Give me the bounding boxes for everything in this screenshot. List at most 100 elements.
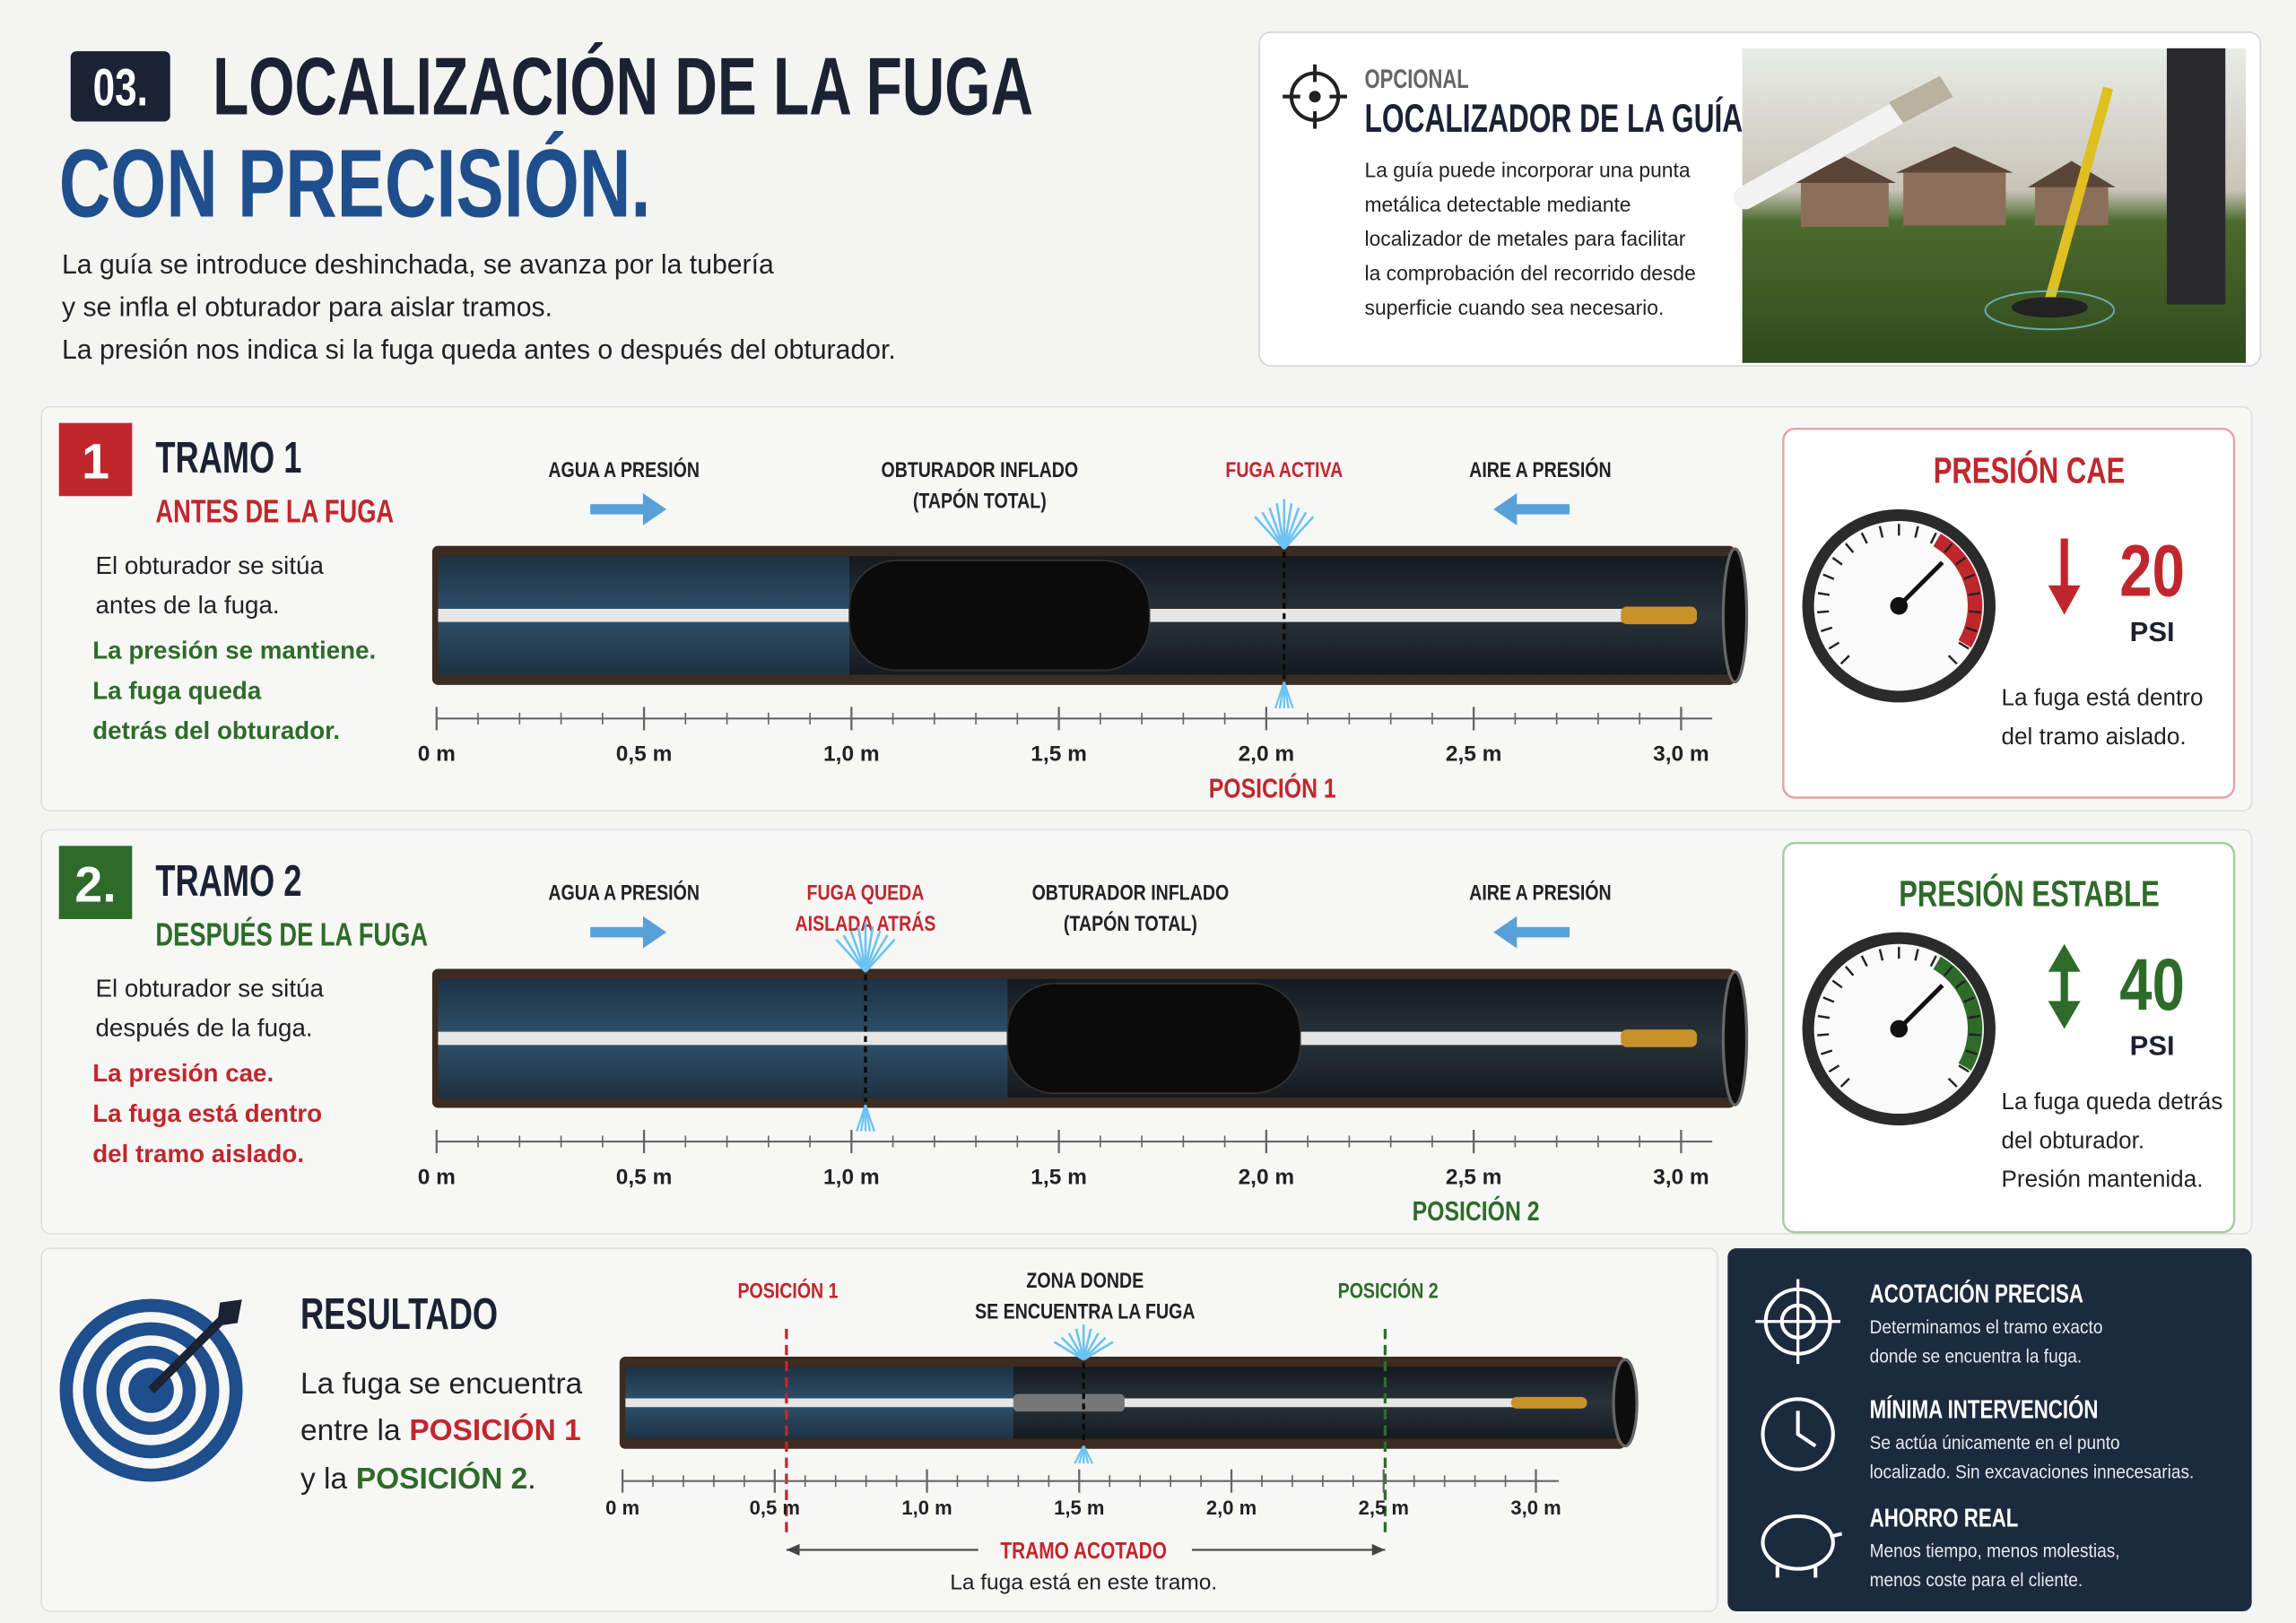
- position-label: POSICIÓN 2: [1338, 1279, 1439, 1304]
- scale-label: 2,5 m: [1359, 1497, 1409, 1519]
- intro-line: y se infla el obturador para aislar tram…: [62, 293, 552, 323]
- gauge-tick: [1963, 996, 1976, 1003]
- guide-tip: [1621, 1029, 1698, 1047]
- tramo-text: después de la fuga.: [96, 1014, 313, 1042]
- position-label: POSICIÓN 1: [1209, 771, 1336, 803]
- gauge-tick: [1958, 641, 1970, 650]
- benefit-text: Menos tiempo, menos molestias,: [1870, 1541, 2120, 1562]
- zone-label: ZONA DONDE: [1026, 1269, 1144, 1293]
- target-ring: [106, 1345, 196, 1436]
- gauge-tick: [1968, 592, 1980, 596]
- leak-spray: [864, 925, 874, 972]
- scale-label: 2,5 m: [1446, 742, 1502, 767]
- status-text: del obturador.: [2002, 1126, 2145, 1153]
- status-title: PRESIÓN ESTABLE: [1899, 872, 2160, 914]
- house: [1903, 172, 2006, 226]
- tramo-highlight: detrás del obturador.: [92, 716, 340, 744]
- gauge-hub: [1890, 596, 1909, 615]
- status-value: 40: [2119, 944, 2185, 1026]
- scale-label: 1,5 m: [1031, 742, 1087, 767]
- tramo-badge: [58, 846, 133, 919]
- position-label: POSICIÓN 2: [1413, 1194, 1540, 1227]
- leak-spray: [1275, 503, 1286, 550]
- result-text-part: .: [527, 1462, 535, 1496]
- gauge-tick: [1947, 655, 1958, 665]
- tramo-badge: [58, 422, 133, 497]
- status-text: La fuga está dentro: [2002, 684, 2204, 711]
- scale-label: 2,0 m: [1239, 1165, 1295, 1189]
- gauge-tick: [1914, 525, 1919, 538]
- benefit-icon: [1761, 1397, 1835, 1471]
- packer: [1006, 982, 1301, 1094]
- benefit-text: Determinamos el tramo exacto: [1870, 1317, 2103, 1338]
- status-text: del tramo aislado.: [2002, 723, 2187, 750]
- gauge-needle: [1897, 560, 1944, 608]
- detector-pole: [2044, 86, 2114, 302]
- tramo-subtitle: DESPUÉS DE LA FUGA: [155, 916, 428, 952]
- roof: [2027, 161, 2116, 187]
- target-arrow-fletch: [216, 1299, 242, 1326]
- title-line: CON PRECISIÓN.: [59, 129, 651, 238]
- flow-arrow-head: [642, 916, 667, 949]
- benefit-icon: [1761, 1514, 1835, 1571]
- pipe-label: AGUA A PRESIÓN: [548, 457, 700, 482]
- tramo-number: 2.: [74, 856, 116, 912]
- pipe-label: FUGA QUEDA: [807, 881, 925, 906]
- flow-arrow-head: [1493, 493, 1518, 525]
- scale-label: 1,5 m: [1031, 1165, 1087, 1189]
- flow-arrow-head: [642, 493, 667, 525]
- scale-label: 0,5 m: [750, 1497, 800, 1519]
- benefit-title: AHORRO REAL: [1870, 1504, 2019, 1532]
- gauge-tick: [1878, 525, 1884, 538]
- status-arrow-head: [2048, 943, 2081, 972]
- gauge-tick: [1958, 1064, 1970, 1073]
- gauge-tick: [1914, 949, 1919, 961]
- pipe-end: [1612, 1358, 1639, 1448]
- leak-spray: [1074, 1328, 1085, 1360]
- scale-label: 1,5 m: [1054, 1497, 1104, 1519]
- leak-spray: [1283, 503, 1293, 550]
- roof: [1896, 146, 2013, 173]
- leak-spray: [864, 930, 882, 973]
- result-position: POSICIÓN 2: [356, 1462, 527, 1496]
- tramo-highlight: La presión se mantiene.: [92, 636, 376, 664]
- packer: [1013, 1393, 1125, 1412]
- target-ring: [59, 1298, 243, 1482]
- result-text: entre la POSICIÓN 1: [300, 1413, 581, 1447]
- scale-label: 2,0 m: [1239, 742, 1295, 767]
- person-leg: [2166, 48, 2226, 305]
- leak-spray: [1083, 1336, 1107, 1361]
- scale-label: 3,0 m: [1653, 1165, 1709, 1189]
- result-text-part: entre la: [300, 1414, 401, 1447]
- tramo-text: El obturador se sitúa: [96, 974, 325, 1002]
- benefit-icon: [1775, 1532, 1843, 1578]
- zone-label: SE ENCUENTRA LA FUGA: [975, 1300, 1196, 1324]
- status-title: PRESIÓN CAE: [1934, 450, 2126, 491]
- gauge-tick: [1965, 1049, 1978, 1055]
- gauge-tick: [1828, 641, 1840, 650]
- leak-spray: [1283, 516, 1315, 550]
- gauge-tick: [1831, 556, 1843, 566]
- result-text-part: y la: [300, 1462, 347, 1496]
- pipe-label: AIRE A PRESIÓN: [1469, 457, 1611, 482]
- status-unit: PSI: [2130, 616, 2175, 647]
- scale-label: 0 m: [418, 742, 456, 767]
- leak-spray: [857, 925, 867, 972]
- number-badge: [70, 51, 170, 122]
- benefits-panel: [1727, 1248, 2252, 1611]
- leak-spray: [865, 938, 896, 973]
- tramo-highlight: del tramo aislado.: [92, 1140, 304, 1167]
- gauge-tick: [1817, 1014, 1831, 1020]
- leak-spray: [1283, 511, 1308, 550]
- optional-text: La guía puede incorporar una punta: [1365, 158, 1691, 181]
- scale-label: 1,0 m: [823, 1165, 880, 1189]
- gauge-tick: [1860, 532, 1868, 544]
- pipe-label: OBTURADOR INFLADO: [881, 458, 1078, 482]
- section-number: 03.: [93, 59, 148, 117]
- leak-drip: [1083, 1445, 1094, 1464]
- benefit-title: MÍNIMA INTERVENCIÓN: [1870, 1396, 2099, 1425]
- bracket-head: [1371, 1543, 1386, 1556]
- leak-spray: [1261, 511, 1285, 550]
